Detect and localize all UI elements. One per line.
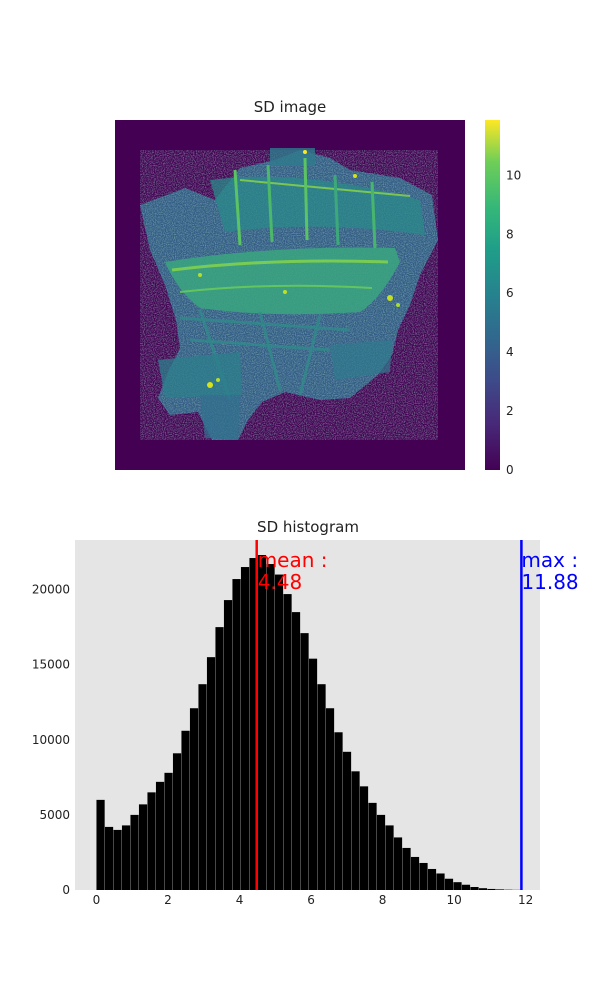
colorbar-tick-label: 8 [506,227,514,241]
x-tick-label: 10 [447,893,462,907]
histogram-bar [300,633,309,890]
histogram-bar [147,792,156,890]
histogram-bar [274,574,284,890]
histogram-bar [487,888,496,890]
histogram-bar [444,878,454,890]
sd-colorbar: 0 2 4 6 8 10 [485,120,521,477]
histogram-bar [266,564,275,890]
histogram-bar [121,825,131,890]
histogram-x-ticks: 0 2 4 6 8 10 12 [93,893,534,907]
y-tick-label: 20000 [32,583,70,597]
histogram-bar [249,558,258,890]
x-tick-label: 0 [93,893,101,907]
sd-histogram-panel: SD histogram 0 2 4 6 8 10 12 0 5000 10000 15000 20… [32,518,579,907]
histogram-bar [461,884,471,890]
histogram-bar [453,882,462,890]
histogram-bar [478,888,488,890]
histogram-bar [308,658,318,890]
histogram-bar [223,600,233,890]
histogram-bars [96,555,522,890]
x-tick-label: 8 [379,893,387,907]
histogram-bar [376,814,386,890]
y-tick-label: 15000 [32,658,70,672]
x-tick-label: 4 [236,893,244,907]
x-tick-label: 12 [518,893,533,907]
y-tick-label: 0 [62,883,70,897]
histogram-bar [351,771,360,890]
histogram-bar [385,825,394,890]
histogram-bar [206,657,216,890]
colorbar-tick-label: 2 [506,404,514,418]
histogram-bar [104,826,114,890]
histogram-bar [436,873,445,890]
histogram-bar [470,886,479,890]
histogram-bar [368,802,377,890]
histogram-bar [113,829,122,890]
colorbar-tick-label: 4 [506,345,514,359]
colorbar-tick-label: 6 [506,286,514,300]
sd-image-panel: SD image [115,98,465,470]
colorbar-tick-label: 0 [506,463,514,477]
histogram-bar [402,847,411,890]
max-value: 11.88 [521,570,578,594]
sd-histogram-title: SD histogram [257,518,359,536]
histogram-bar [172,753,182,890]
x-tick-label: 6 [307,893,315,907]
histogram-bar [198,684,207,890]
sd-image-title: SD image [254,98,327,116]
mean-label: mean : [258,548,328,572]
colorbar-gradient [485,120,500,470]
histogram-bar [325,708,335,890]
histogram-bar [232,579,241,890]
histogram-bar [291,612,301,890]
histogram-bar [215,627,224,890]
y-tick-label: 5000 [39,808,70,822]
histogram-bar [393,837,403,890]
histogram-bar [130,814,139,890]
histogram-bar [164,772,173,890]
colorbar-ticks: 0 2 4 6 8 10 [506,168,521,477]
histogram-bar [96,799,105,890]
histogram-bar [257,555,267,890]
histogram-bar [495,889,505,890]
colorbar-tick-label: 10 [506,168,521,182]
histogram-bar [283,594,292,890]
histogram-bar [334,732,343,890]
histogram-bar [138,804,148,890]
x-tick-label: 2 [164,893,172,907]
histogram-bar [410,856,420,890]
histogram-bar [427,868,437,890]
histogram-bar [181,730,190,890]
histogram-bar [189,708,199,890]
histogram-bar [419,862,428,890]
mean-value: 4.48 [258,570,303,594]
histogram-y-ticks: 0 5000 10000 15000 20000 [32,583,70,897]
max-label: max : [521,548,578,572]
histogram-bar [342,751,352,890]
shipwreck-render [140,148,438,440]
histogram-bar [240,567,250,890]
histogram-bar [155,781,165,890]
histogram-bar [359,786,369,890]
histogram-bar [317,684,326,890]
y-tick-label: 10000 [32,733,70,747]
